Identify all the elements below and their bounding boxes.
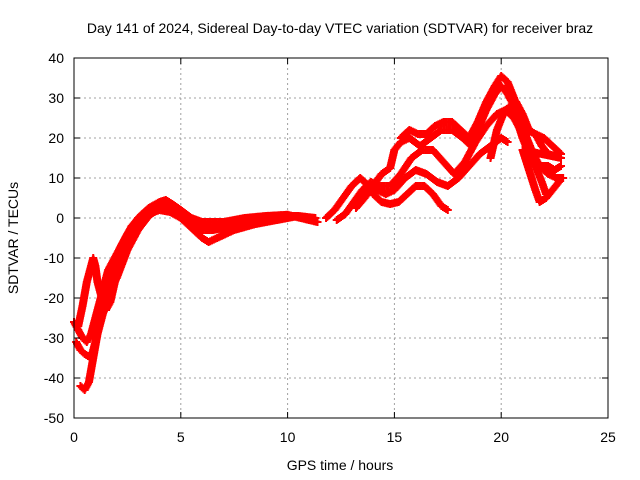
plot-frame: [73, 57, 609, 419]
y-axis-label: SDTVAR / TECUs: [5, 182, 21, 294]
x-tick-label: 0: [70, 429, 78, 445]
series-track-9: [369, 102, 566, 214]
y-tick-label: 30: [48, 90, 64, 106]
data-point: [559, 174, 568, 182]
data-point: [554, 178, 563, 186]
x-tick-label: 5: [177, 429, 185, 445]
y-tick-label: -50: [44, 410, 64, 426]
y-tick-label: 40: [48, 50, 64, 66]
y-tick-label: -10: [44, 250, 64, 266]
data-points: [70, 72, 568, 394]
tick-labels: 0 5 10 15 20 25 -50 -40 -30 -20 -10 0 10 20 30 40: [44, 50, 616, 445]
x-tick-label: 20: [493, 429, 509, 445]
data-point: [553, 179, 562, 188]
data-point: [304, 214, 313, 222]
series-track-5: [322, 134, 512, 222]
data-point: [443, 206, 452, 214]
x-tick-label: 10: [280, 429, 296, 445]
y-tick-label: -40: [44, 370, 64, 386]
data-point: [557, 162, 566, 170]
series-track-10: [505, 94, 566, 206]
y-tick-label: 20: [48, 130, 64, 146]
x-tick-label: 15: [387, 429, 403, 445]
y-tick-label: 10: [48, 170, 64, 186]
y-tick-label: -30: [44, 330, 64, 346]
chart-title: Day 141 of 2024, Sidereal Day-to-day VTE…: [87, 20, 593, 36]
series-track-8: [396, 72, 566, 158]
x-tick-label: 25: [600, 429, 616, 445]
y-tick-label: -20: [44, 290, 64, 306]
y-tick-label: 0: [56, 210, 64, 226]
series-track-4: [76, 200, 313, 394]
x-axis-label: GPS time / hours: [287, 457, 394, 473]
data-point: [503, 138, 512, 146]
axis-ticks: [73, 57, 609, 419]
